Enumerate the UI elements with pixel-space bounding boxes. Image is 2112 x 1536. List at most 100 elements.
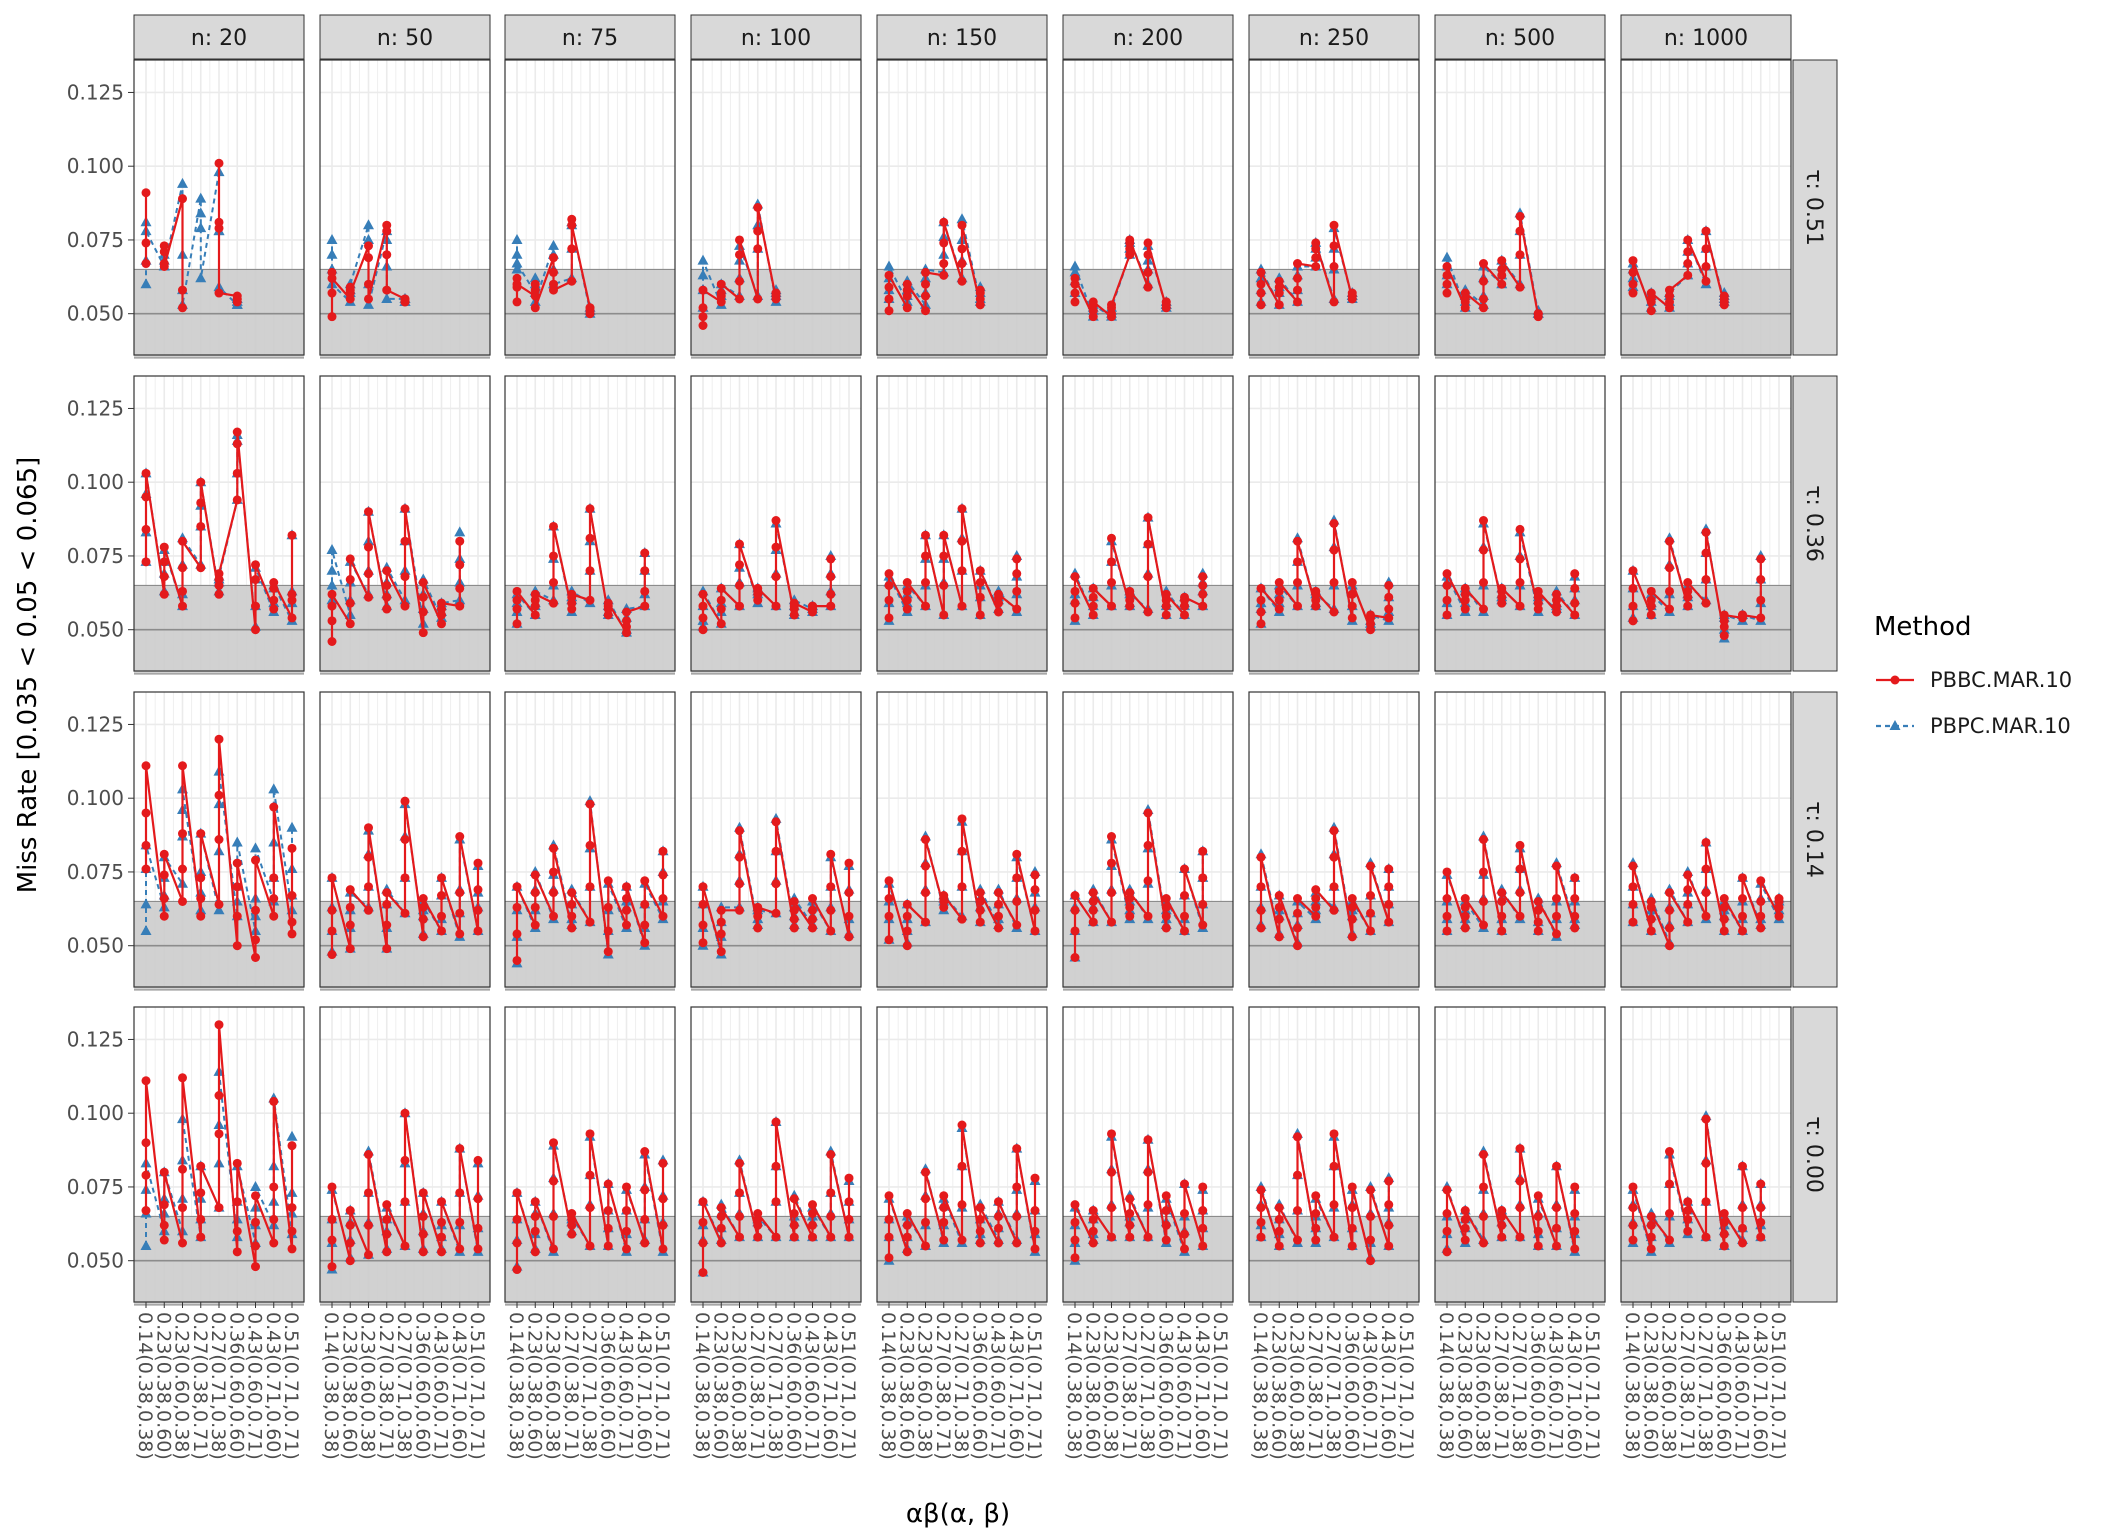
pbbc-point — [1646, 1232, 1656, 1242]
pbbc-point — [1293, 923, 1302, 933]
pbbc-point — [214, 589, 224, 599]
pbbc-point — [603, 598, 613, 608]
pbbc-point — [1738, 610, 1747, 620]
x-tick-label: 0.27(0.38,0.71) — [375, 1312, 397, 1460]
pbbc-point — [1088, 896, 1098, 906]
pbbc-point — [716, 1203, 726, 1213]
pbbc-point — [1088, 905, 1098, 915]
x-tick-label: 0.23(0.38,0.60) — [895, 1312, 917, 1460]
pbbc-point — [418, 1247, 428, 1257]
pbbc-point — [921, 530, 930, 540]
pbbc-point — [640, 1147, 650, 1157]
pbbc-point — [884, 294, 894, 304]
pbbc-point — [1497, 896, 1507, 906]
pbbc-point — [975, 896, 985, 906]
pbbc-point — [1012, 849, 1022, 859]
pbbc-line — [887, 221, 982, 315]
pbbc-point — [159, 1235, 169, 1245]
pbbc-point — [753, 902, 763, 912]
pbbc-point — [345, 598, 355, 608]
x-tick-label: 0.43(0.60,0.71) — [801, 1312, 823, 1460]
pbbc-point — [1552, 1241, 1561, 1251]
pbbc-point — [902, 941, 912, 951]
pbbc-point — [1012, 873, 1022, 883]
pbbc-point — [530, 888, 540, 898]
pbbc-point — [214, 1091, 224, 1100]
pbbc-point — [735, 826, 744, 836]
pbbc-point — [1293, 601, 1302, 611]
pbbc-point — [1701, 1158, 1711, 1168]
x-tick-label: 0.36(0.60,0.60) — [1340, 1312, 1362, 1460]
pbbc-point — [1570, 873, 1580, 883]
pbbc-point — [1070, 891, 1080, 901]
x-tick-label: 0.43(0.71,0.60) — [1749, 1312, 1771, 1460]
pbbc-point — [1628, 861, 1638, 871]
pbbc-point — [1088, 297, 1098, 307]
pbbc-point — [1756, 1232, 1766, 1242]
pbbc-point — [585, 882, 595, 892]
pbbc-point — [269, 578, 279, 587]
column-strip: n: 250 — [1248, 14, 1420, 60]
x-tick-label: 0.43(0.60,0.71) — [244, 1312, 266, 1460]
x-tick-label: 0.43(0.60,0.71) — [1545, 1312, 1567, 1460]
pbbc-point — [159, 894, 169, 903]
pbbc-point — [1719, 610, 1729, 620]
pbbc-point — [603, 876, 613, 886]
panel-border — [1062, 59, 1234, 356]
pbbc-point — [1533, 905, 1543, 915]
pbbc-point — [159, 1167, 169, 1177]
pbbc-point — [1293, 894, 1302, 903]
pbbc-point — [455, 888, 465, 898]
pbbc-point — [287, 1226, 297, 1236]
pbbc-point — [1347, 894, 1357, 903]
pbbc-point — [1479, 1182, 1488, 1192]
facet-panel — [504, 375, 676, 675]
pbbc-point — [1533, 917, 1543, 927]
pbbc-point — [418, 607, 428, 617]
pbbc-point — [1293, 1170, 1302, 1180]
row-strip-label: τ: 0.51 — [1801, 169, 1826, 246]
pbbc-point — [473, 858, 483, 868]
pbbc-point — [1180, 1209, 1189, 1218]
pbbc-point — [585, 840, 595, 850]
panel-border — [319, 59, 491, 356]
pbbc-series — [1442, 1144, 1580, 1257]
pbbc-point — [622, 1244, 631, 1254]
facet-panel — [1434, 691, 1606, 991]
pbbc-point — [382, 226, 392, 236]
pbbc-point — [364, 253, 373, 263]
pbbc-point — [1683, 601, 1693, 611]
y-tick-label: 0.125 — [67, 396, 124, 420]
pbbc-point — [735, 905, 744, 915]
pbbc-point — [994, 1238, 1003, 1248]
x-tick-label: 0.14(0.38,0.38) — [320, 1312, 342, 1460]
pbbc-point — [269, 894, 279, 903]
pbbc-point — [884, 569, 894, 579]
pbbc-point — [400, 536, 410, 546]
column-strip-label: n: 150 — [927, 26, 997, 51]
pbpc-point — [140, 898, 152, 909]
x-tick-label: 0.36(0.60,0.60) — [968, 1312, 990, 1460]
pbbc-point — [658, 911, 668, 921]
pbbc-point — [622, 894, 631, 903]
pbbc-point — [1774, 894, 1784, 903]
pbbc-point — [884, 580, 894, 590]
pbbc-point — [771, 572, 781, 582]
pbbc-point — [939, 217, 949, 227]
pbbc-point — [549, 285, 558, 295]
pbbc-point — [178, 601, 187, 611]
pbbc-point — [585, 1203, 595, 1213]
pbbc-point — [400, 908, 410, 918]
legend-label: PBBC.MAR.10 — [1930, 668, 2072, 692]
pbbc-point — [1442, 569, 1452, 579]
legend-item: PBBC.MAR.10 — [1876, 668, 2072, 692]
pbbc-point — [1497, 279, 1507, 289]
pbbc-point — [287, 929, 297, 939]
pbbc-point — [1107, 1232, 1116, 1242]
pbbc-point — [1256, 905, 1266, 915]
pbbc-point — [1701, 262, 1711, 271]
pbbc-point — [884, 306, 894, 316]
pbbc-point — [1070, 598, 1080, 608]
pbbc-point — [1088, 1214, 1098, 1224]
